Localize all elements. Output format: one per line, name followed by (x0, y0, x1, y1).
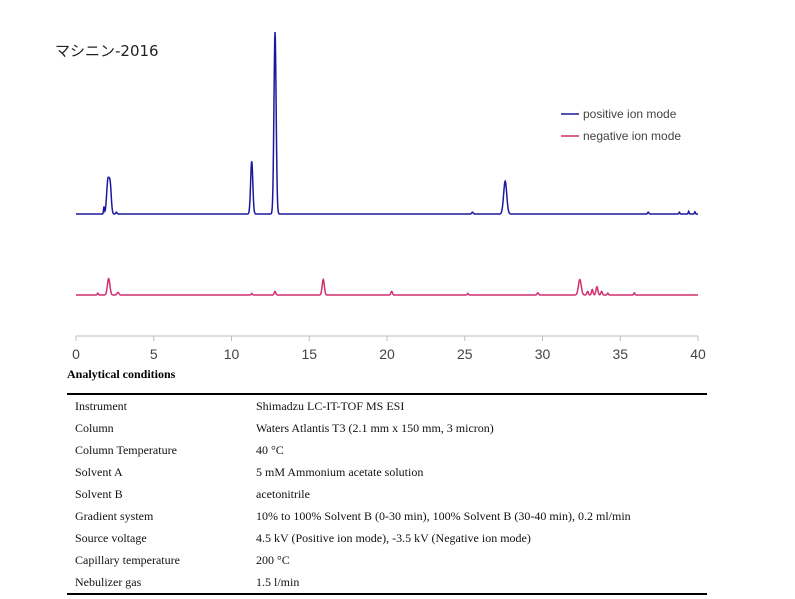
condition-parameter: Nebulizer gas (75, 574, 142, 589)
condition-value: acetonitrile (256, 486, 310, 501)
condition-value: 10% to 100% Solvent B (0-30 min), 100% S… (256, 508, 631, 523)
chromatogram-chart: マシニン-2016 0 5 10 15 20 25 30 35 40 positive ion … (55, 31, 706, 362)
chromatogram-traces (76, 31, 698, 296)
x-tick-label: 30 (535, 346, 551, 362)
x-tick-label: 5 (150, 346, 158, 362)
legend-label: positive ion mode (583, 107, 677, 121)
condition-value: 5 mM Ammonium acetate solution (256, 464, 424, 479)
table-row: Solvent A 5 mM Ammonium acetate solution (67, 461, 707, 483)
x-tick-label: 10 (224, 346, 240, 362)
table-row: Capillary temperature 200 °C (67, 549, 707, 571)
condition-value: 1.5 l/min (256, 574, 300, 589)
condition-value: Shimadzu LC-IT-TOF MS ESI (256, 398, 405, 413)
x-tick-label: 40 (690, 346, 706, 362)
table-row: Gradient system 10% to 100% Solvent B (0-… (67, 505, 707, 527)
condition-parameter: Column Temperature (75, 442, 177, 457)
condition-parameter: Column (75, 420, 114, 435)
legend-label: negative ion mode (583, 129, 681, 143)
x-tick-label: 35 (612, 346, 628, 362)
conditions-heading: Analytical conditions (67, 367, 176, 381)
condition-value: 4.5 kV (Positive ion mode), -3.5 kV (Neg… (256, 530, 531, 545)
x-tick-label: 25 (457, 346, 473, 362)
legend: positive ion mode negative ion mode (561, 107, 681, 143)
chart-title: マシニン-2016 (55, 42, 159, 60)
condition-parameter: Solvent A (75, 464, 123, 479)
condition-value: 200 °C (256, 552, 290, 567)
x-tick-label: 20 (379, 346, 395, 362)
condition-value: Waters Atlantis T3 (2.1 mm x 150 mm, 3 m… (256, 420, 494, 435)
condition-parameter: Gradient system (75, 508, 154, 523)
table-row: Column Waters Atlantis T3 (2.1 mm x 150 m… (67, 417, 707, 439)
series-line-negative (76, 277, 698, 296)
x-tick-label: 15 (301, 346, 317, 362)
table-row: Column Temperature 40 °C (67, 439, 707, 461)
x-tick-label: 0 (72, 346, 80, 362)
condition-parameter: Solvent B (75, 486, 123, 501)
x-axis-ticks: 0 5 10 15 20 25 30 35 40 (72, 336, 706, 362)
condition-parameter: Instrument (75, 398, 127, 413)
table-row: Instrument Shimadzu LC-IT-TOF MS ESI (67, 394, 707, 417)
condition-value: 40 °C (256, 442, 284, 457)
table-row: Nebulizer gas 1.5 l/min (67, 571, 707, 594)
table-row: Source voltage 4.5 kV (Positive ion mode)… (67, 527, 707, 549)
condition-parameter: Source voltage (75, 530, 147, 545)
condition-parameter: Capillary temperature (75, 552, 180, 567)
table-row: Solvent B acetonitrile (67, 483, 707, 505)
series-line-positive (76, 31, 698, 215)
conditions-table: Instrument Shimadzu LC-IT-TOF MS ESI Colum… (67, 393, 707, 595)
